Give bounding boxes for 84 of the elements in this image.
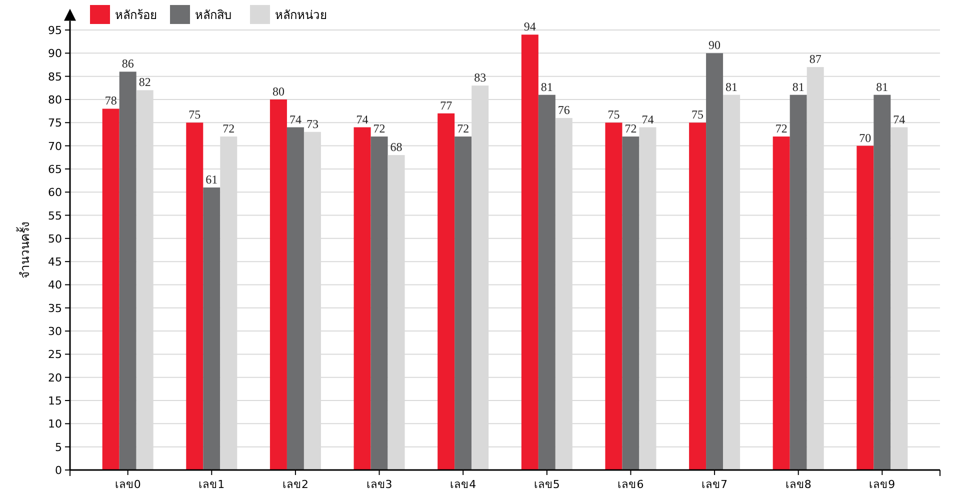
data-label: 75: [188, 108, 201, 122]
data-label: 76: [558, 103, 570, 117]
bar: [538, 94, 556, 470]
bar: [790, 94, 807, 470]
x-tick-label: เลข9: [869, 478, 896, 491]
data-label: 74: [289, 112, 302, 126]
bar: [119, 72, 136, 470]
bar: [706, 53, 724, 470]
y-tick-label: 0: [55, 464, 62, 477]
bar: [286, 127, 304, 470]
bar: [874, 94, 891, 470]
bar: [605, 122, 622, 470]
data-label: 74: [356, 112, 368, 126]
data-label: 94: [524, 20, 536, 34]
bar: [102, 108, 120, 470]
legend-label: หลักร้อย: [115, 8, 157, 22]
data-label: 83: [474, 70, 486, 85]
y-tick-label: 15: [48, 394, 62, 408]
data-label: 72: [373, 122, 386, 136]
y-tick-label: 40: [48, 278, 62, 292]
x-tick-label: เลข1: [198, 478, 225, 491]
bar: [622, 136, 640, 470]
y-tick-label: 10: [48, 418, 62, 431]
y-tick-label: 65: [48, 162, 62, 176]
data-label: 78: [104, 94, 117, 108]
bar: [370, 136, 388, 470]
x-tick-label: เลข0: [114, 478, 141, 491]
data-label: 81: [792, 80, 804, 94]
y-tick-label: 35: [48, 302, 62, 315]
bar: [354, 127, 371, 470]
y-tick-label: 25: [48, 348, 62, 362]
y-tick-label: 5: [55, 440, 62, 454]
y-tick-label: 50: [48, 232, 62, 246]
y-axis-title: จำนวนครั้ง: [16, 222, 32, 278]
bar: [438, 113, 455, 470]
legend-label: หลักหน่วย: [275, 8, 327, 22]
y-tick-label: 85: [48, 70, 62, 84]
data-label: 72: [624, 122, 637, 136]
x-tick-label: เลข6: [618, 478, 644, 491]
y-tick-label: 30: [48, 325, 62, 338]
y-tick-label: 55: [48, 209, 62, 222]
x-tick-label: เลข5: [534, 478, 560, 491]
y-tick-label: 75: [48, 116, 62, 130]
bar: [454, 136, 472, 470]
data-label: 81: [540, 80, 553, 94]
data-label: 81: [726, 80, 738, 94]
legend-label: หลักสิบ: [195, 8, 232, 22]
data-label: 70: [859, 130, 872, 145]
data-label: 81: [876, 80, 888, 94]
bar: [689, 122, 706, 470]
data-label: 72: [775, 122, 788, 136]
data-label: 87: [809, 52, 822, 66]
data-label: 77: [440, 98, 452, 112]
data-label: 68: [390, 140, 402, 154]
y-tick-label: 90: [48, 47, 62, 60]
x-tick-label: เลข3: [366, 478, 392, 491]
bar: [856, 146, 874, 470]
data-label: 90: [708, 38, 721, 52]
y-tick-label: 45: [48, 256, 62, 269]
data-label: 61: [206, 172, 218, 186]
data-label: 72: [457, 122, 470, 136]
bar: [772, 136, 790, 470]
bar: [521, 34, 538, 470]
y-tick-label: 80: [48, 93, 62, 106]
y-tick-label: 20: [48, 371, 62, 384]
x-tick-label: เลข4: [450, 478, 476, 491]
data-label: 86: [122, 56, 134, 71]
data-label: 72: [222, 122, 235, 136]
y-tick-label: 70: [48, 140, 62, 153]
y-tick-label: 60: [48, 186, 62, 200]
x-tick-label: เลข2: [282, 478, 308, 491]
x-tick-label: เลข8: [785, 478, 812, 491]
y-tick-label: 95: [48, 24, 62, 37]
x-tick-label: เลข7: [702, 478, 728, 491]
bar: [186, 122, 204, 470]
data-label: 74: [642, 112, 654, 126]
data-label: 82: [138, 75, 151, 90]
data-label: 74: [893, 112, 906, 126]
data-label: 75: [692, 108, 704, 122]
data-label: 80: [272, 84, 284, 98]
data-label: 75: [608, 108, 620, 122]
bar: [203, 187, 220, 470]
bar: [270, 99, 287, 470]
data-label: 73: [306, 116, 318, 131]
